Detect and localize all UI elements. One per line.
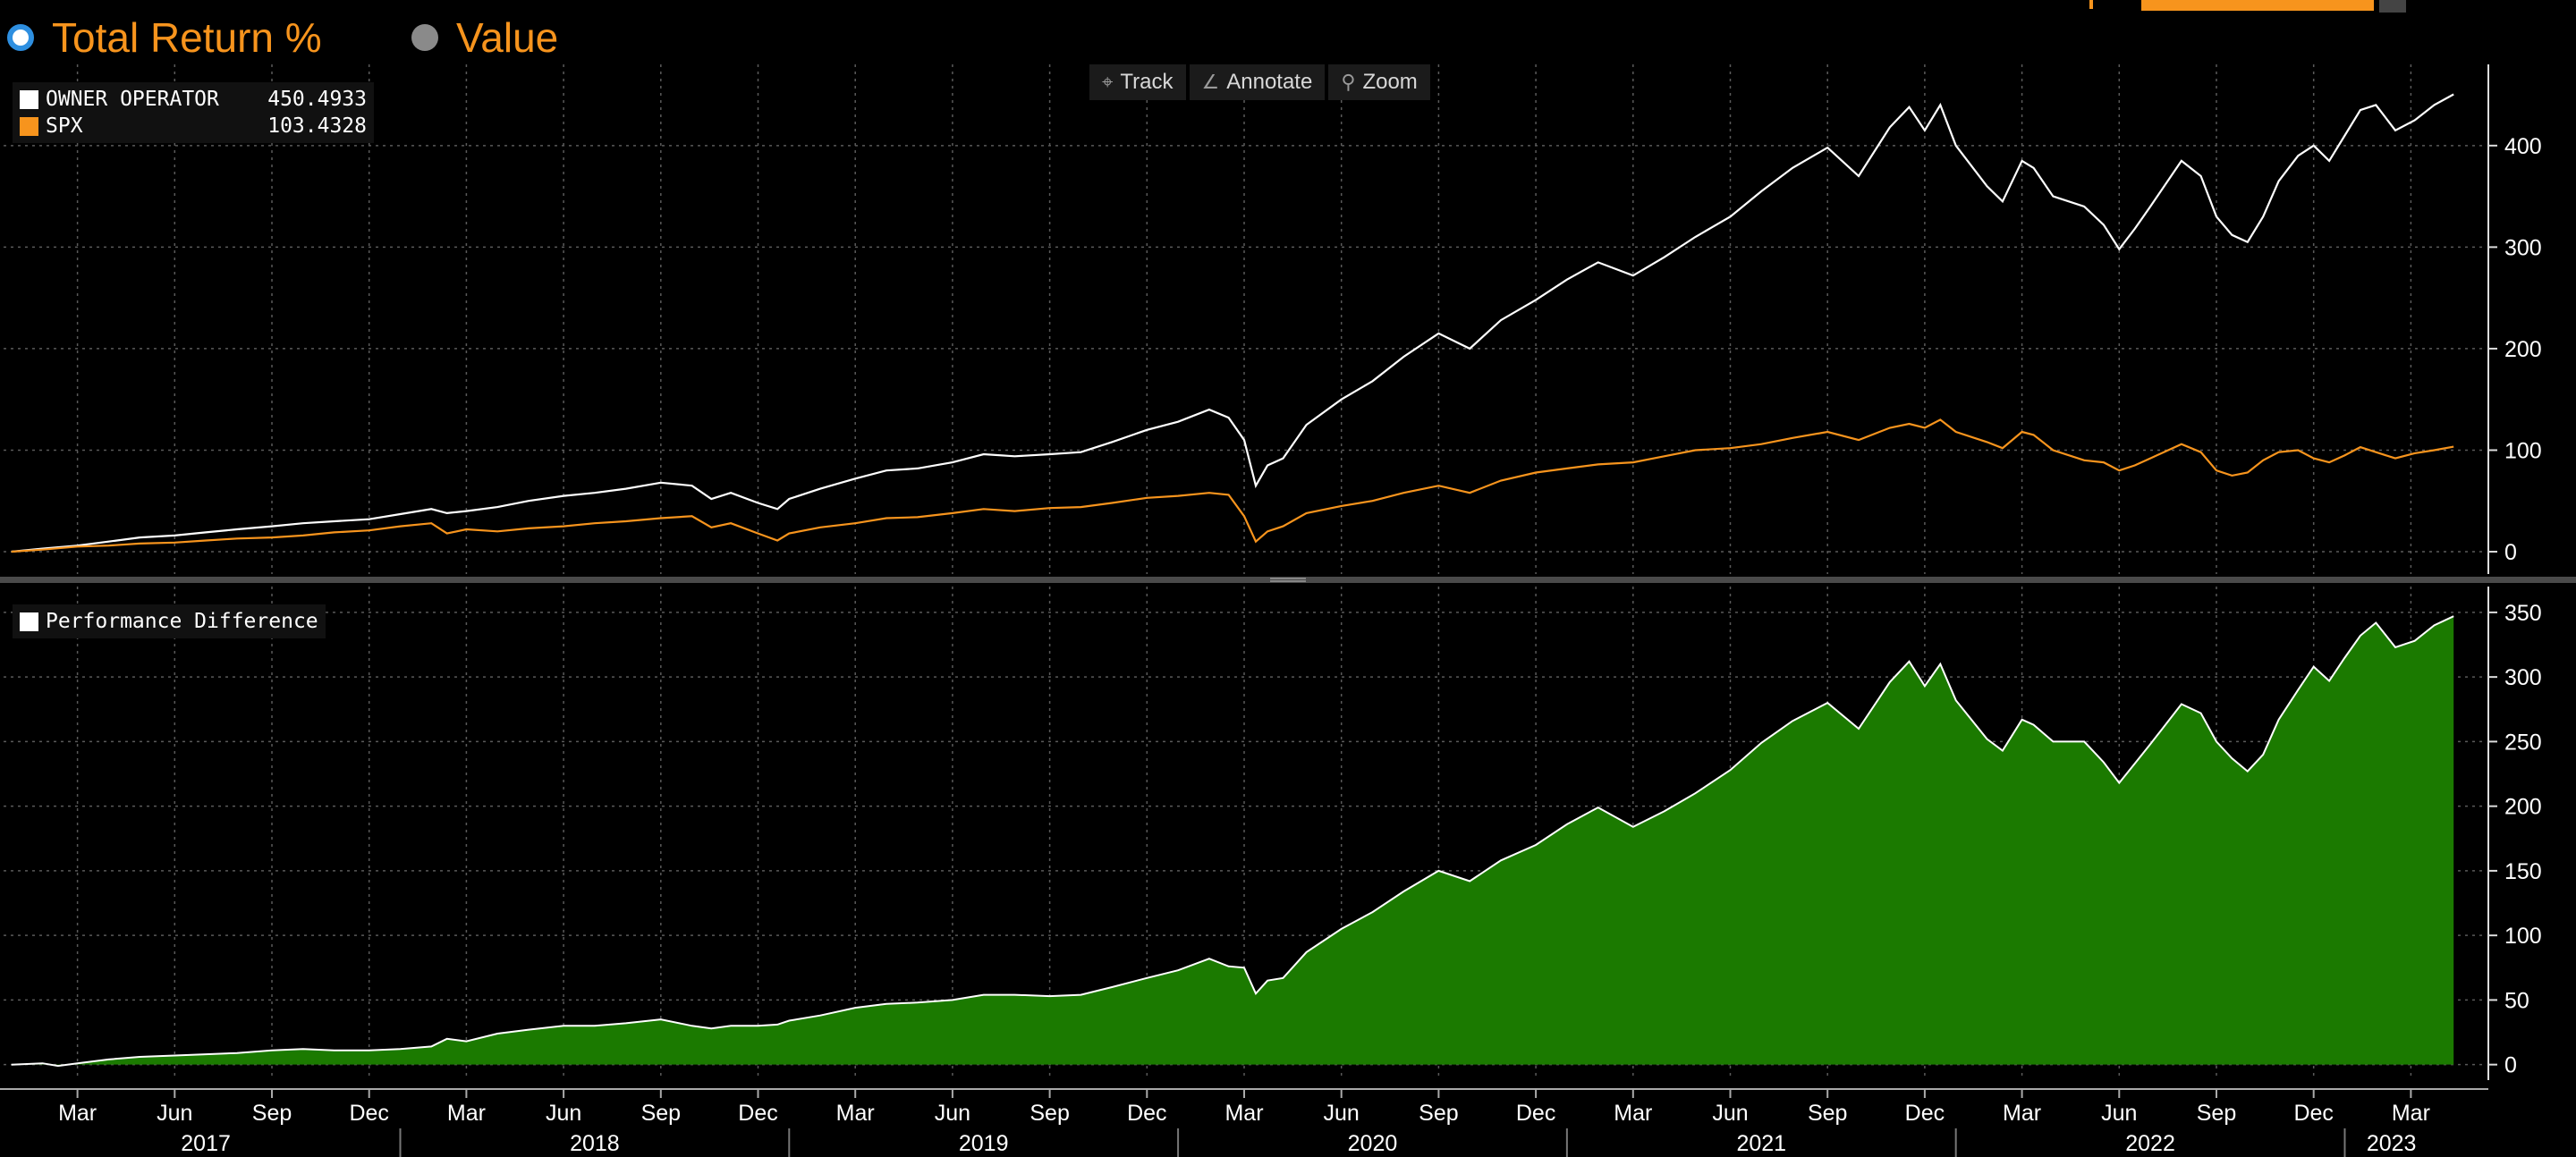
y-tick-label: 250 (2504, 730, 2542, 755)
x-month-label: Mar (836, 1101, 875, 1126)
x-month-label: Jun (546, 1101, 581, 1126)
x-month-label: Mar (1614, 1101, 1652, 1126)
x-month-label: Dec (1905, 1101, 1945, 1126)
legend-series-name: SPX (46, 114, 83, 138)
y-tick-label: 150 (2504, 859, 2542, 884)
pencil-icon: ∠ (1201, 71, 1220, 93)
zoom-button[interactable]: ⚲ Zoom (1328, 64, 1430, 100)
top-legend: OWNER OPERATOR 450.4933 SPX 103.4328 (13, 82, 374, 143)
x-month-label: Sep (1030, 1101, 1069, 1126)
x-year-label: 2021 (1736, 1131, 1786, 1156)
x-month-label: Jun (935, 1101, 970, 1126)
total-return-option[interactable]: Total Return % (7, 13, 322, 63)
y-tick-label: 100 (2504, 438, 2542, 463)
x-month-label: Jun (2101, 1101, 2137, 1126)
performance-difference-area (11, 616, 2454, 1067)
x-month-label: Jun (1712, 1101, 1748, 1126)
y-tick-label: 300 (2504, 235, 2542, 260)
x-month-label: Sep (2197, 1101, 2236, 1126)
value-option[interactable]: Value (411, 13, 558, 63)
x-month-label: Mar (2003, 1101, 2041, 1126)
x-month-label: Dec (1127, 1101, 1166, 1126)
zoom-label: Zoom (1362, 70, 1418, 94)
x-year-label: 2020 (1348, 1131, 1398, 1156)
y-tick-label: 200 (2504, 337, 2542, 362)
owner-operator-line (11, 93, 2454, 553)
x-month-label: Sep (1419, 1101, 1458, 1126)
x-month-label: Mar (58, 1101, 97, 1126)
x-month-label: Jun (157, 1101, 192, 1126)
legend-entry-spx[interactable]: SPX 103.4328 (20, 113, 367, 139)
value-label: Value (456, 14, 559, 61)
x-month-label: Dec (1516, 1101, 1555, 1126)
y-tick-label: 200 (2504, 795, 2542, 820)
x-month-label: Dec (738, 1101, 777, 1126)
x-month-label: Sep (252, 1101, 292, 1126)
legend-series-name: OWNER OPERATOR (46, 88, 219, 111)
y-tick-label: 0 (2504, 540, 2517, 565)
panel-divider (0, 577, 2576, 583)
radio-unselected-icon[interactable] (411, 24, 438, 51)
crosshair-icon: ⌖ (1102, 71, 1114, 93)
x-year-label: 2022 (2125, 1131, 2175, 1156)
y-tick-label: 50 (2504, 988, 2529, 1013)
annotate-label: Annotate (1226, 70, 1313, 94)
bottom-legend: Performance Difference (13, 604, 326, 638)
legend-entry-performance-difference[interactable]: Performance Difference (20, 608, 318, 635)
owner-operator-swatch (20, 89, 38, 109)
y-tick-label: 300 (2504, 665, 2542, 690)
legend-series-name: Performance Difference (46, 610, 318, 633)
annotate-button[interactable]: ∠ Annotate (1189, 64, 1326, 100)
track-label: Track (1120, 70, 1174, 94)
y-tick-label: 350 (2504, 601, 2542, 626)
frequency-dropdown-button[interactable] (2379, 0, 2406, 13)
x-year-label: 2023 (2367, 1131, 2417, 1156)
performance-difference-line (11, 615, 2454, 1068)
top-bar: Total Return % Value (0, 0, 2576, 68)
top-panel: 0 100 200 300 400 (4, 64, 2542, 574)
legend-entry-owner-operator[interactable]: OWNER OPERATOR 450.4933 (20, 86, 367, 113)
y-tick-label: 0 (2504, 1053, 2517, 1078)
total-return-label: Total Return % (52, 14, 322, 61)
frequency-bracket (2089, 0, 2106, 9)
bottom-panel: 0 50 100 150 200 250 300 350 (4, 587, 2542, 1080)
legend-series-value: 450.4933 (267, 88, 367, 111)
chart-toolbar: ⌖ Track ∠ Annotate ⚲ Zoom (1089, 64, 1430, 100)
x-month-label: Jun (1324, 1101, 1360, 1126)
x-month-label: Mar (1224, 1101, 1263, 1126)
x-month-label: Dec (349, 1101, 388, 1126)
track-button[interactable]: ⌖ Track (1089, 64, 1186, 100)
x-month-label: Sep (1808, 1101, 1847, 1126)
frequency-selector[interactable] (2141, 0, 2374, 11)
magnifier-icon: ⚲ (1341, 71, 1356, 93)
legend-series-value: 103.4328 (267, 114, 367, 138)
performance-difference-swatch (20, 612, 38, 631)
x-year-label: 2019 (959, 1131, 1009, 1156)
x-year-label: 2017 (181, 1131, 231, 1156)
radio-selected-icon[interactable] (7, 24, 34, 51)
spx-swatch (20, 116, 38, 136)
x-month-label: Mar (2392, 1101, 2430, 1126)
y-tick-label: 100 (2504, 924, 2542, 949)
spx-line (11, 418, 2454, 553)
x-month-label: Dec (2293, 1101, 2333, 1126)
y-tick-label: 400 (2504, 134, 2542, 159)
x-axis: Mar Jun Sep Dec Mar Jun Sep Dec Mar Jun Sep Dec Mar J… (0, 577, 2576, 1157)
x-year-label: 2018 (570, 1131, 620, 1156)
x-month-label: Mar (447, 1101, 486, 1126)
x-month-label: Sep (641, 1101, 681, 1126)
